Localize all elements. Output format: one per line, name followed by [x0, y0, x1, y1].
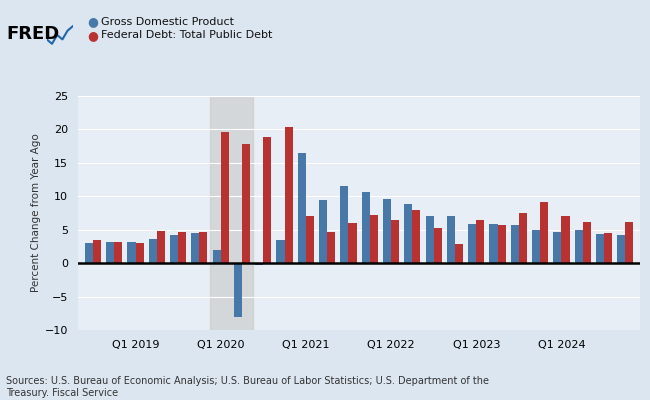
Bar: [361, 192, 370, 263]
Bar: [540, 202, 548, 263]
Bar: [178, 232, 186, 263]
Bar: [497, 225, 506, 263]
Bar: [221, 132, 229, 263]
Bar: [553, 232, 562, 263]
Bar: [106, 242, 114, 263]
Bar: [213, 250, 221, 263]
Bar: [348, 223, 357, 263]
Bar: [434, 228, 442, 263]
Bar: [383, 199, 391, 263]
Bar: [532, 230, 540, 263]
Bar: [84, 243, 93, 263]
Text: Federal Debt: Total Public Debt: Federal Debt: Total Public Debt: [101, 30, 272, 40]
Bar: [618, 235, 625, 263]
Bar: [468, 224, 476, 263]
Bar: [412, 210, 421, 263]
Bar: [210, 96, 253, 330]
Bar: [234, 263, 242, 317]
Bar: [276, 240, 285, 263]
Bar: [306, 216, 314, 263]
Bar: [255, 263, 263, 265]
Bar: [135, 243, 144, 263]
Text: ●: ●: [88, 29, 99, 42]
Bar: [170, 235, 178, 263]
Bar: [511, 225, 519, 263]
Bar: [625, 222, 634, 263]
Bar: [391, 220, 399, 263]
Bar: [149, 239, 157, 263]
Bar: [583, 222, 591, 263]
Bar: [455, 244, 463, 263]
Bar: [191, 233, 200, 263]
Y-axis label: Percent Change from Year Ago: Percent Change from Year Ago: [31, 134, 41, 292]
Text: ●: ●: [88, 16, 99, 28]
Bar: [298, 153, 306, 263]
Bar: [285, 127, 292, 263]
Bar: [319, 200, 327, 263]
Bar: [114, 242, 122, 263]
Bar: [426, 216, 434, 263]
Text: Gross Domestic Product: Gross Domestic Product: [101, 17, 234, 27]
Bar: [327, 232, 335, 263]
Bar: [604, 233, 612, 263]
Bar: [93, 240, 101, 263]
Bar: [575, 230, 583, 263]
Bar: [127, 242, 135, 263]
Bar: [562, 216, 569, 263]
Bar: [263, 137, 272, 263]
Bar: [242, 144, 250, 263]
Bar: [476, 220, 484, 263]
Bar: [200, 232, 207, 263]
Text: FRED: FRED: [6, 25, 60, 43]
Text: Sources: U.S. Bureau of Economic Analysis; U.S. Bureau of Labor Statistics; U.S.: Sources: U.S. Bureau of Economic Analysi…: [6, 376, 489, 398]
Bar: [519, 213, 527, 263]
Bar: [596, 234, 604, 263]
Bar: [447, 216, 455, 263]
Bar: [370, 215, 378, 263]
Bar: [341, 186, 348, 263]
Bar: [157, 231, 165, 263]
Bar: [489, 224, 497, 263]
Bar: [404, 204, 412, 263]
